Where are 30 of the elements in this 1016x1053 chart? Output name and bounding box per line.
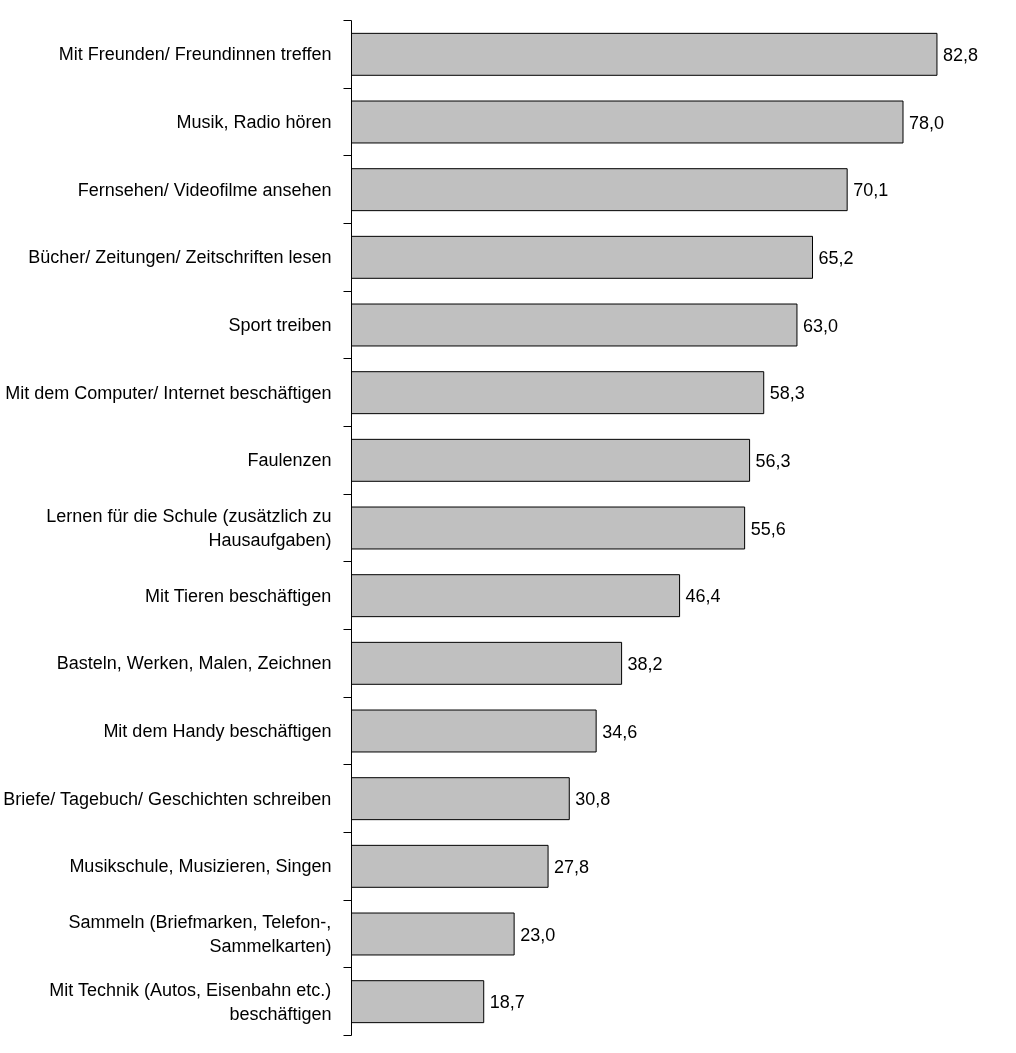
- y-tick-label: Mit Freunden/ Freundinnen treffen: [58, 44, 332, 65]
- y-tick-label: Mit dem Computer/ Internet beschäftigen: [5, 382, 332, 403]
- data-label: 46,4: [685, 586, 721, 607]
- data-label: 55,6: [750, 518, 786, 539]
- y-tick-label: Mit Technik (Autos, Eisenbahn etc.) beschäftigen: [49, 979, 332, 1024]
- data-label: 63,0: [802, 315, 838, 336]
- y-tick-label: Briefe/ Tagebuch/ Geschichten schreiben: [3, 788, 332, 809]
- y-tick-label: Basteln, Werken, Malen, Zeichnen: [56, 653, 332, 674]
- data-label: 23,0: [520, 924, 556, 945]
- y-tick-label: Musikschule, Musizieren, Singen: [69, 856, 332, 877]
- y-tick-label: Mit Tieren beschäftigen: [145, 585, 332, 606]
- y-tick-label: Sport treiben: [228, 315, 332, 335]
- data-label: 56,3: [755, 450, 791, 471]
- data-label: 34,6: [602, 721, 638, 742]
- data-label: 65,2: [818, 247, 854, 268]
- y-tick-label: Mit dem Handy beschäftigen: [103, 721, 332, 741]
- y-tick-label: Fernsehen/ Videofilme ansehen: [77, 179, 332, 200]
- y-tick-label: Faulenzen: [247, 450, 332, 471]
- data-label: 70,1: [853, 180, 889, 201]
- data-label: 82,8: [942, 44, 978, 65]
- data-label: 27,8: [554, 856, 590, 877]
- data-label: 58,3: [769, 383, 805, 404]
- y-tick-label: Bücher/ Zeitungen/ Zeitschriften lesen: [28, 247, 332, 268]
- y-tick-label: Lernen für die Schule (zusätzlich zu Hausaufgaben): [46, 506, 332, 550]
- y-tick-label: Sammeln (Briefmarken, Telefon-, Sammelkarten): [68, 912, 332, 956]
- data-label: 30,8: [575, 789, 611, 810]
- data-label: 38,2: [627, 653, 663, 674]
- y-tick-label: Musik, Radio hören: [176, 112, 332, 132]
- data-label: 78,0: [909, 112, 945, 133]
- data-label: 18,7: [489, 992, 525, 1013]
